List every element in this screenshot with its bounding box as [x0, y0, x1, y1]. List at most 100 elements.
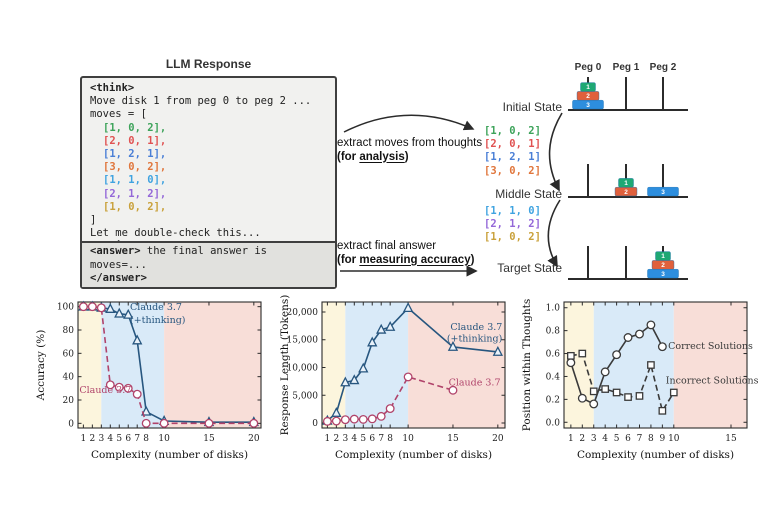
data-point — [385, 320, 396, 331]
llm-response-title: LLM Response — [165, 57, 252, 71]
data-point — [105, 380, 115, 390]
y-tick-label: 40 — [63, 373, 75, 383]
chart-annotation: Claude 3.7 — [449, 377, 501, 388]
data-point — [589, 399, 599, 409]
data-point — [600, 367, 610, 377]
data-point — [340, 415, 350, 425]
series-line — [327, 375, 454, 423]
move-row: [1, 0, 2], — [103, 121, 167, 134]
y-tick-label: 0.0 — [546, 418, 561, 428]
chart-annotation: (+thinking) — [447, 333, 502, 344]
answer-line: <answer> the final answer is moves=... — [90, 245, 327, 271]
plot-frame — [321, 301, 506, 429]
extract-moves-label: extract moves from thoughts (for analysi… — [337, 137, 487, 164]
y-tick-label: 0.4 — [546, 372, 561, 382]
data-point — [577, 393, 587, 403]
data-point — [448, 385, 458, 395]
x-axis-label: Complexity (number of disks) — [577, 449, 734, 461]
hanoi-disk-number: 1 — [624, 180, 628, 187]
x-tick-label: 5 — [116, 434, 122, 444]
y-tick-label: 0 — [68, 419, 74, 429]
arrow-middle-to-target — [547, 199, 561, 268]
data-point — [635, 392, 644, 400]
x-tick-label: 15 — [725, 434, 737, 444]
x-axis-label: Complexity (number of disks) — [91, 449, 248, 461]
hanoi-diagram: 3 2 1 2 1 3 3 2 1 — [340, 77, 688, 280]
think-line-double-check: Let me double-check this... — [90, 227, 261, 240]
x-tick-label: 6 — [625, 434, 631, 444]
y-axis-label: Accuracy (%) — [35, 330, 47, 402]
peg-label-2: Peg 2 — [649, 62, 677, 73]
y-tick-label: 100 — [57, 303, 74, 313]
zone-band — [164, 302, 261, 428]
hanoi-disk-number: 1 — [661, 253, 665, 260]
data-point — [658, 406, 667, 415]
y-tick-label: 20,000 — [287, 308, 319, 318]
x-tick-label: 5 — [360, 434, 366, 444]
hanoi-disk-number: 2 — [586, 93, 590, 100]
chart-annotation: Claude 3.7 — [130, 302, 182, 313]
data-point — [141, 405, 152, 416]
chart-annotation: Claude 3.7 — [79, 385, 131, 396]
hanoi-disk-number: 3 — [661, 189, 665, 196]
x-tick-label: 3 — [98, 434, 104, 444]
x-tick-label: 4 — [107, 434, 113, 444]
x-tick-label: 15 — [203, 434, 215, 444]
arrow-extract-moves — [343, 114, 475, 133]
x-tick-label: 7 — [134, 434, 140, 444]
llm-response-box: <think> Move disk 1 from peg 0 to peg 2 … — [80, 76, 337, 289]
move-row: [1, 2, 1] — [484, 151, 541, 164]
hanoi-disk-1 — [618, 178, 634, 188]
data-point — [132, 334, 143, 345]
data-point — [623, 333, 633, 342]
data-point — [123, 383, 133, 393]
x-tick-label: 6 — [125, 434, 131, 444]
y-tick-label: 0 — [312, 419, 318, 429]
chart-annotation: Claude 3.7 — [450, 322, 502, 333]
chart-annotation: Incorrect Solutions — [666, 375, 759, 386]
x-tick-label: 20 — [248, 434, 260, 444]
think-line-move: Move disk 1 from peg 0 to peg 2 ... — [90, 95, 312, 108]
data-point — [331, 407, 342, 417]
hanoi-disk-3 — [647, 186, 679, 197]
x-tick-label: 2 — [579, 434, 585, 444]
data-point — [141, 418, 151, 428]
x-tick-label: 7 — [378, 434, 384, 444]
y-tick-label: 0.6 — [546, 350, 561, 360]
hanoi-disk-number: 1 — [586, 84, 590, 91]
data-point — [646, 320, 656, 330]
data-point — [78, 302, 88, 312]
x-tick-label: 6 — [369, 434, 375, 444]
moves-list: [1, 0, 2], [2, 0, 1], [1, 2, 1], [3, 0, 2],… — [90, 122, 327, 214]
peg-label-1: Peg 1 — [612, 62, 640, 73]
hanoi-disk-1 — [655, 251, 671, 261]
x-tick-label: 3 — [591, 434, 597, 444]
data-point — [159, 418, 169, 428]
data-point — [612, 388, 621, 397]
chart-accuracy: 1 2 3 4 5 6 7 8 10 15 20 0 20 40 60 80 100 Claude 3.7 (+th… — [35, 300, 262, 461]
y-tick-label: 60 — [63, 349, 75, 359]
zone-band — [345, 302, 409, 428]
move-row: [1, 2, 1], — [103, 148, 167, 161]
extract-answer-line2: (for measuring accuracy) — [337, 253, 475, 266]
move-row: [2, 1, 2], — [103, 187, 167, 200]
data-point — [367, 336, 378, 347]
data-point — [492, 345, 503, 356]
data-point — [349, 414, 359, 424]
data-point — [322, 416, 332, 426]
data-point — [114, 382, 124, 392]
zone-band — [322, 302, 346, 428]
data-point — [249, 418, 259, 428]
answer-open-tag: <answer> — [90, 245, 141, 258]
data-point — [612, 350, 622, 360]
series-line — [570, 352, 675, 413]
data-point — [358, 362, 369, 373]
data-point — [447, 340, 459, 351]
data-point — [349, 374, 360, 385]
think-section: <think> Move disk 1 from peg 0 to peg 2 … — [82, 78, 335, 241]
data-point — [331, 416, 341, 426]
answer-text: the final answer is moves=... — [90, 245, 268, 271]
x-tick-label: 10 — [668, 434, 680, 444]
zone-band — [673, 302, 747, 428]
